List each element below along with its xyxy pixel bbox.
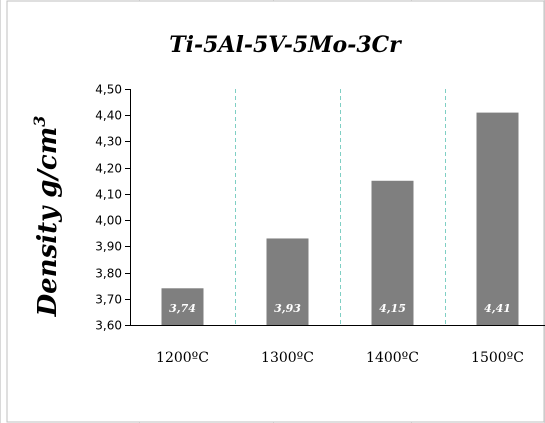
y-tick-label-6: 4,20 [95, 162, 122, 176]
data-label-1400ºC: 4,15 [379, 302, 406, 315]
y-tick-label-4: 4,00 [95, 214, 122, 228]
y-tick-label-5: 4,10 [95, 188, 122, 202]
data-labels: 3,74 3,93 4,15 4,41 [169, 302, 511, 315]
y-tick-label-7: 4,30 [95, 135, 122, 149]
bars [161, 112, 519, 325]
data-label-1200ºC: 3,74 [169, 302, 196, 315]
y-tick-label-0: 3,60 [95, 319, 122, 333]
y-tick-label-8: 4,40 [95, 109, 122, 123]
x-tick-label-3: 1500ºC [471, 350, 524, 366]
data-label-1500ºC: 4,41 [484, 302, 511, 315]
bar-1300ºC [266, 238, 309, 325]
y-tick-label-9: 4,50 [95, 83, 122, 97]
y-tick-label-1: 3,70 [95, 293, 122, 307]
x-tick-label-2: 1400ºC [366, 350, 419, 366]
category-separators [235, 89, 446, 325]
chart-title: Ti-5Al-5V-5Mo-3Cr [169, 32, 402, 58]
x-axis: 1200ºC 1300ºC 1400ºC 1500ºC [125, 325, 545, 366]
y-tick-label-2: 3,80 [95, 267, 122, 281]
bar-1400ºC [371, 180, 414, 325]
bar-1200ºC [161, 288, 204, 325]
bar-1500ºC [476, 112, 519, 325]
y-axis: 3,60 3,70 3,80 3,90 4,00 4,10 4,20 4,30 4,40 4,50 [95, 83, 131, 333]
data-label-1300ºC: 3,93 [274, 302, 301, 315]
x-tick-label-1: 1300ºC [261, 350, 314, 366]
y-axis-label-text: Density g/cm [33, 127, 63, 318]
chart-frame[interactable] [6, 0, 545, 423]
x-tick-label-0: 1200ºC [156, 350, 209, 366]
y-axis-label-superscript: 3 [30, 116, 49, 127]
y-axis-label: Density g/cm3 [30, 116, 63, 318]
y-tick-label-3: 3,90 [95, 240, 122, 254]
